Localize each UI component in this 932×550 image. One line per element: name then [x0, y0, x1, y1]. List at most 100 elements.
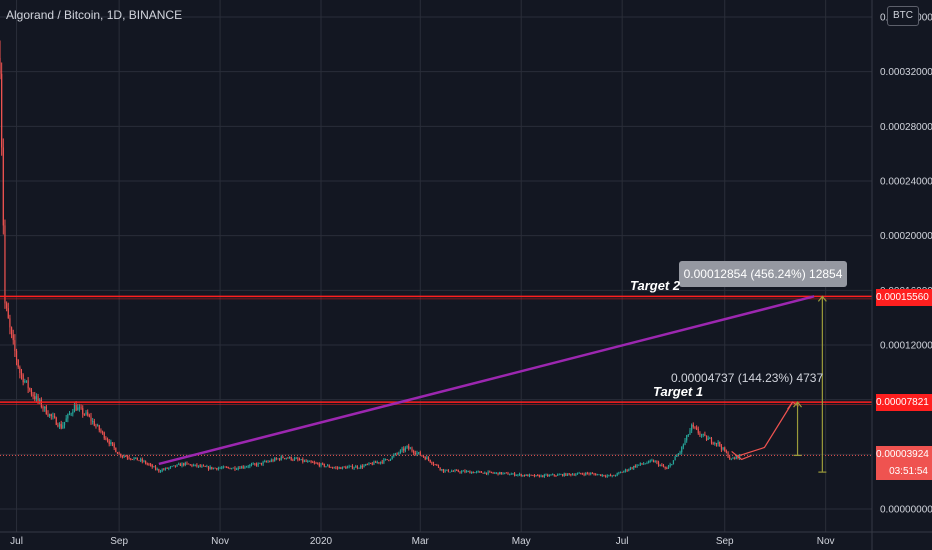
candle-body — [568, 473, 570, 475]
candle-body — [578, 472, 580, 474]
candle-body — [322, 463, 324, 465]
candle-body — [411, 448, 413, 452]
candle-body — [191, 464, 193, 467]
candle-body — [7, 308, 9, 319]
candle-body — [601, 474, 603, 476]
candle-body — [383, 459, 385, 463]
candle-body — [657, 462, 660, 466]
candle-body — [126, 456, 129, 458]
projection-arrowhead — [787, 401, 799, 410]
candle-body — [619, 472, 622, 473]
candle-body — [133, 458, 135, 460]
candle-body — [15, 350, 18, 361]
candle-body — [451, 471, 453, 472]
candle-body — [704, 434, 706, 436]
candle-body — [729, 457, 731, 459]
candle-body — [346, 466, 349, 469]
candle-body — [25, 380, 28, 382]
candle-body — [317, 463, 319, 465]
candle-body — [434, 464, 436, 466]
candle-body — [426, 457, 428, 460]
candle-body — [1, 73, 3, 148]
candle-body — [209, 466, 211, 470]
candle-body — [360, 465, 362, 468]
target1-price-badge: 0.00007821 — [876, 394, 932, 411]
candle-body — [624, 469, 627, 472]
candle-body — [586, 472, 589, 474]
candle-body — [623, 471, 625, 473]
candle-body — [727, 452, 729, 458]
candle-body — [176, 464, 178, 467]
candle-body — [585, 472, 587, 475]
drawings — [0, 295, 872, 473]
candle-body — [80, 407, 82, 409]
candle-body — [661, 464, 663, 466]
last-price-badge: 0.00003924 — [876, 446, 932, 463]
candle-body — [279, 458, 281, 460]
candle-body — [224, 466, 226, 468]
candle-body — [391, 456, 393, 460]
candle-body — [219, 467, 221, 469]
candle-body — [217, 468, 220, 470]
candle-body — [656, 461, 658, 463]
currency-badge[interactable]: BTC — [887, 6, 919, 26]
time-axis[interactable]: Jul Sep Nov 2020 Mar May Jul Sep Nov — [0, 531, 932, 547]
candle-body — [386, 459, 388, 460]
candle-body — [502, 473, 504, 475]
candle-body — [717, 442, 719, 444]
candle-body — [211, 466, 213, 469]
candle-body — [121, 456, 124, 458]
candle-body — [20, 373, 23, 375]
candle-body — [469, 471, 471, 474]
candle-body — [293, 458, 296, 460]
projection-path — [739, 401, 794, 456]
x-tick-label: Nov — [817, 536, 835, 547]
candle-body — [47, 414, 49, 417]
candle-body — [44, 406, 46, 409]
candle-body — [686, 435, 688, 441]
candle-body — [365, 464, 367, 466]
candle-body — [379, 461, 382, 463]
candle-body — [558, 474, 560, 476]
candle-body — [340, 467, 342, 470]
candle-body — [181, 463, 183, 466]
candle-body — [303, 460, 306, 462]
candle-body — [242, 466, 244, 468]
candle-body — [237, 467, 239, 470]
candle-body — [45, 406, 47, 415]
candle-body — [108, 441, 110, 445]
candle-body — [543, 474, 545, 477]
candle-body — [34, 396, 36, 400]
candle-body — [682, 444, 684, 447]
candle-body — [130, 458, 132, 460]
candle-body — [720, 445, 723, 450]
x-tick-label: Nov — [211, 536, 229, 547]
candle-body — [92, 421, 94, 422]
candle-body — [692, 424, 694, 427]
candle-body — [629, 467, 632, 470]
candle-body — [373, 461, 375, 465]
candle-body — [262, 461, 264, 465]
candle-body — [608, 475, 610, 476]
candle-body — [398, 452, 400, 454]
candle-body — [518, 474, 521, 475]
candle-body — [110, 442, 112, 445]
candle-body — [714, 442, 716, 444]
candle-body — [285, 457, 287, 459]
candle-body — [52, 416, 54, 417]
candle-body — [146, 463, 148, 465]
candle-body — [482, 472, 484, 474]
target1-label: Target 1 — [653, 384, 704, 399]
candle-body — [638, 464, 640, 466]
candle-body — [676, 455, 678, 457]
candle-body — [214, 467, 216, 469]
candle-body — [328, 465, 330, 468]
candle-body — [694, 426, 696, 428]
candle-body — [156, 469, 158, 470]
candle-body — [351, 465, 354, 469]
candle-body — [500, 472, 502, 475]
candle-body — [515, 475, 517, 476]
candle-body — [641, 463, 643, 465]
candle-body — [333, 467, 335, 469]
candle-body — [186, 462, 188, 464]
